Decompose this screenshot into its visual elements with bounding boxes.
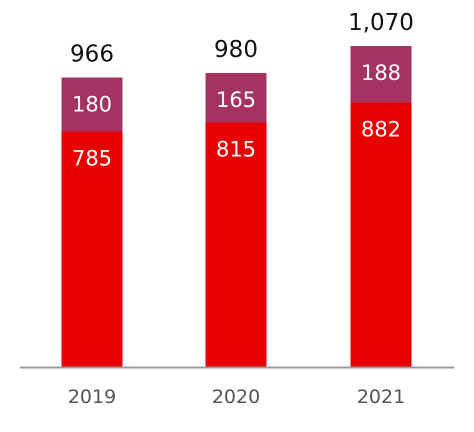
segment-value-label: 180 — [72, 93, 112, 117]
segment-value-label: 785 — [72, 147, 112, 171]
bar-segment-2021-series-1 — [350, 102, 412, 368]
segment-value-label: 165 — [216, 88, 256, 112]
x-tick-label: 2019 — [68, 386, 116, 408]
bars-group — [61, 46, 412, 368]
bar-segment-2019-series-1 — [61, 131, 123, 367]
bar-segment-2020-series-1 — [205, 122, 267, 367]
bar-segment-2021-series-2 — [350, 46, 412, 103]
segment-value-label: 188 — [361, 61, 401, 85]
total-value-label: 980 — [214, 37, 258, 63]
bar-segment-2019-series-2 — [61, 77, 123, 132]
x-tick-labels: 2019 2020 2021 — [68, 386, 405, 408]
x-tick-label: 2020 — [212, 386, 260, 408]
segment-value-label: 882 — [361, 117, 401, 141]
total-value-label: 966 — [70, 42, 114, 68]
total-value-label: 1,070 — [348, 10, 414, 36]
x-tick-label: 2021 — [357, 386, 405, 408]
bar-segment-2020-series-2 — [205, 73, 267, 123]
segment-value-label: 815 — [216, 138, 256, 162]
labels-group: 785 180 966 815 165 980 882 188 1,070 — [70, 10, 414, 171]
